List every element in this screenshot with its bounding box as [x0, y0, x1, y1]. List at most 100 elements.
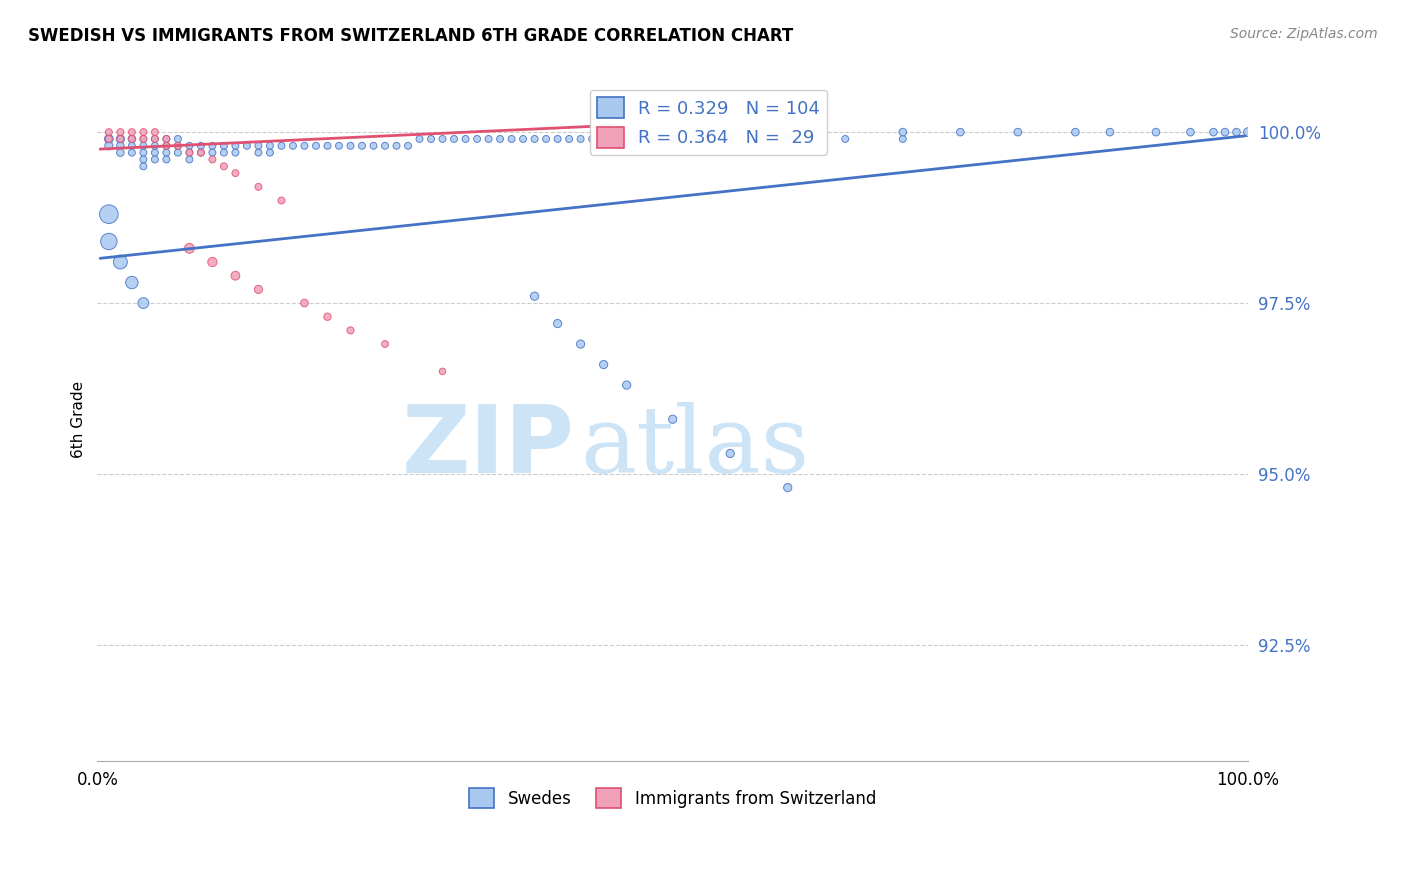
Point: [661, 412, 683, 426]
Point: [408, 132, 430, 146]
Point: [110, 125, 132, 139]
Point: [523, 132, 546, 146]
Point: [477, 132, 499, 146]
Point: [1225, 125, 1247, 139]
Point: [569, 132, 592, 146]
Point: [155, 132, 177, 146]
Point: [247, 145, 270, 160]
Point: [97, 132, 120, 146]
Point: [121, 132, 143, 146]
Text: ZIP: ZIP: [402, 401, 575, 492]
Point: [547, 132, 569, 146]
Point: [179, 241, 201, 255]
Point: [110, 145, 132, 160]
Point: [661, 132, 683, 146]
Y-axis label: 6th Grade: 6th Grade: [72, 381, 86, 458]
Point: [179, 145, 201, 160]
Point: [155, 153, 177, 167]
Point: [605, 132, 627, 146]
Point: [201, 153, 224, 167]
Point: [201, 255, 224, 269]
Point: [155, 138, 177, 153]
Point: [350, 138, 373, 153]
Point: [212, 159, 235, 173]
Point: [97, 132, 120, 146]
Point: [121, 138, 143, 153]
Point: [1144, 125, 1167, 139]
Text: SWEDISH VS IMMIGRANTS FROM SWITZERLAND 6TH GRADE CORRELATION CHART: SWEDISH VS IMMIGRANTS FROM SWITZERLAND 6…: [28, 27, 793, 45]
Point: [454, 132, 477, 146]
Point: [616, 378, 638, 392]
Point: [374, 337, 396, 351]
Point: [718, 132, 741, 146]
Point: [224, 145, 246, 160]
Point: [97, 125, 120, 139]
Point: [97, 207, 120, 221]
Point: [110, 132, 132, 146]
Point: [891, 132, 914, 146]
Point: [581, 132, 603, 146]
Point: [420, 132, 443, 146]
Point: [638, 132, 661, 146]
Point: [132, 125, 155, 139]
Point: [316, 138, 339, 153]
Point: [201, 145, 224, 160]
Point: [97, 235, 120, 249]
Point: [143, 145, 166, 160]
Point: [834, 132, 856, 146]
Point: [776, 132, 799, 146]
Point: [259, 145, 281, 160]
Point: [627, 132, 650, 146]
Point: [305, 138, 328, 153]
Point: [328, 138, 350, 153]
Point: [190, 145, 212, 160]
Text: Source: ZipAtlas.com: Source: ZipAtlas.com: [1230, 27, 1378, 41]
Point: [143, 153, 166, 167]
Point: [489, 132, 512, 146]
Point: [1237, 125, 1260, 139]
Point: [501, 132, 523, 146]
Point: [339, 138, 361, 153]
Point: [110, 132, 132, 146]
Point: [143, 132, 166, 146]
Point: [179, 153, 201, 167]
Point: [465, 132, 488, 146]
Text: atlas: atlas: [581, 401, 810, 491]
Point: [374, 138, 396, 153]
Point: [281, 138, 304, 153]
Point: [132, 159, 155, 173]
Point: [132, 138, 155, 153]
Point: [247, 179, 270, 194]
Point: [592, 358, 614, 372]
Point: [776, 481, 799, 495]
Point: [167, 138, 190, 153]
Point: [742, 132, 765, 146]
Point: [143, 132, 166, 146]
Point: [363, 138, 385, 153]
Point: [385, 138, 408, 153]
Point: [616, 132, 638, 146]
Point: [247, 282, 270, 296]
Point: [132, 153, 155, 167]
Point: [1007, 125, 1029, 139]
Point: [396, 138, 419, 153]
Point: [132, 296, 155, 310]
Point: [1202, 125, 1225, 139]
Point: [259, 138, 281, 153]
Point: [121, 132, 143, 146]
Point: [247, 138, 270, 153]
Point: [592, 132, 614, 146]
Point: [1064, 125, 1087, 139]
Point: [236, 138, 259, 153]
Point: [167, 132, 190, 146]
Point: [558, 132, 581, 146]
Point: [97, 138, 120, 153]
Point: [569, 337, 592, 351]
Point: [121, 145, 143, 160]
Point: [339, 323, 361, 337]
Point: [443, 132, 465, 146]
Point: [121, 276, 143, 290]
Point: [432, 132, 454, 146]
Point: [143, 125, 166, 139]
Point: [155, 145, 177, 160]
